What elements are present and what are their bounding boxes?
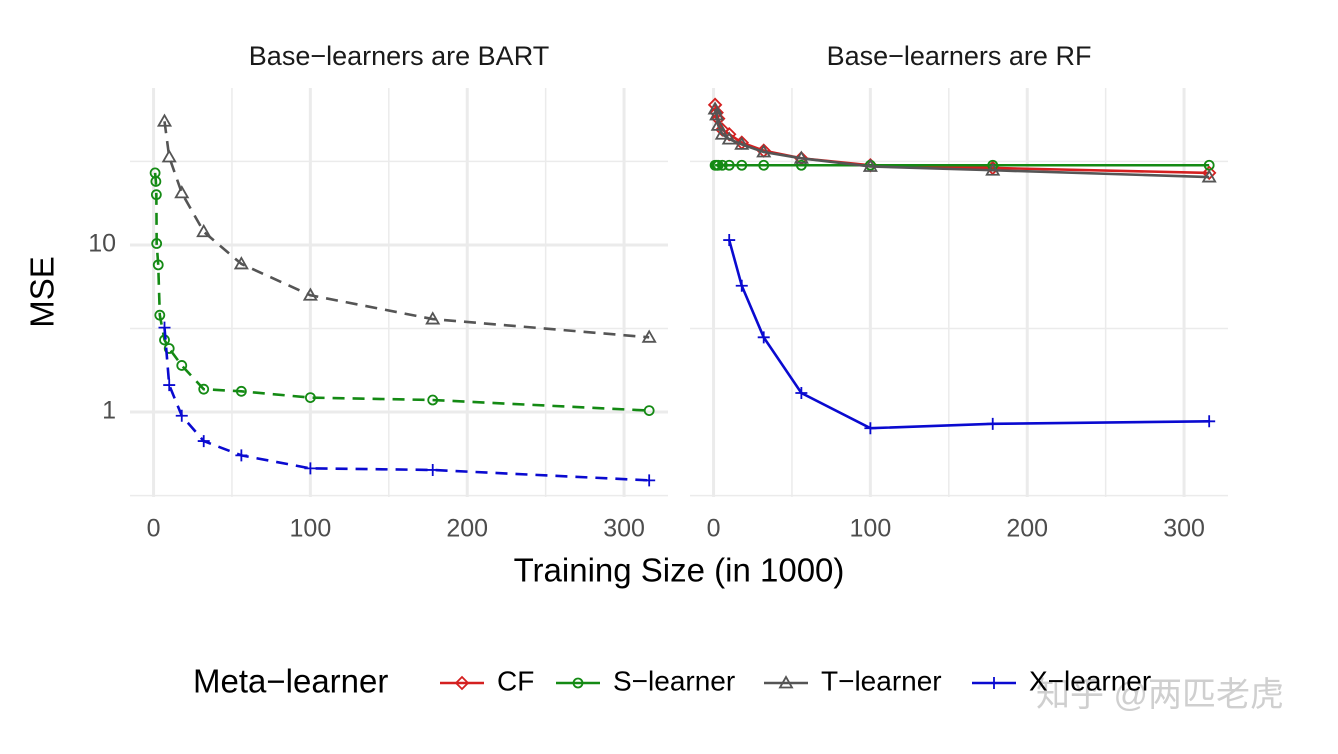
x-tick-label: 100	[850, 515, 892, 543]
marker	[716, 159, 728, 171]
marker	[151, 238, 163, 249]
marker	[154, 309, 166, 321]
marker	[304, 392, 316, 403]
marker	[864, 422, 877, 435]
marker	[756, 144, 772, 158]
marker	[152, 259, 164, 271]
marker	[174, 185, 190, 199]
marker	[302, 287, 318, 301]
series-line	[153, 172, 650, 412]
y-tick-label: 10	[88, 230, 116, 258]
marker	[158, 321, 171, 334]
marker	[176, 360, 188, 371]
marker	[793, 150, 809, 164]
marker	[150, 176, 162, 187]
marker	[862, 158, 878, 172]
marker	[425, 311, 441, 325]
marker	[156, 113, 173, 127]
marker	[736, 159, 748, 171]
marker	[721, 131, 737, 145]
legend-label: T−learner	[821, 665, 942, 696]
y-tick-label: 1	[102, 397, 116, 425]
marker	[709, 107, 725, 121]
marker	[723, 234, 736, 247]
marker	[643, 405, 655, 416]
legend-label: X−learner	[1029, 665, 1151, 696]
marker	[710, 117, 726, 131]
marker	[734, 136, 750, 150]
marker	[778, 675, 794, 689]
y-axis-label: MSE	[24, 256, 61, 328]
marker	[196, 223, 212, 238]
marker	[161, 149, 177, 163]
marker	[641, 329, 657, 343]
series-line	[163, 327, 650, 482]
marker	[427, 394, 439, 406]
x-tick-label: 200	[1006, 515, 1048, 543]
marker	[712, 159, 724, 171]
marker	[758, 159, 770, 171]
marker	[163, 343, 175, 354]
marker	[150, 189, 162, 201]
legend-title: Meta−learner	[193, 663, 388, 700]
marker	[197, 435, 210, 448]
marker	[1201, 169, 1217, 183]
x-tick-label: 200	[446, 515, 488, 543]
marker	[795, 386, 808, 399]
marker	[454, 675, 470, 691]
marker	[723, 159, 735, 171]
marker	[757, 331, 770, 344]
x-axis-label: Training Size (in 1000)	[514, 552, 845, 589]
marker	[1203, 415, 1216, 428]
marker	[986, 417, 999, 430]
x-tick-label: 300	[603, 515, 645, 543]
marker	[707, 101, 723, 115]
marker	[985, 162, 1001, 176]
marker	[795, 159, 807, 171]
marker	[198, 383, 210, 395]
marker	[426, 463, 439, 476]
panel-title: Base−learners are RF	[827, 41, 1092, 71]
panel-title: Base−learners are BART	[249, 41, 549, 71]
marker	[235, 449, 248, 462]
marker	[988, 677, 1000, 689]
watermark: 知乎 @两匹老虎	[1036, 676, 1284, 714]
x-tick-label: 0	[707, 515, 721, 543]
legend-label: CF	[497, 665, 534, 696]
marker	[235, 385, 247, 397]
marker	[714, 126, 730, 140]
x-tick-label: 100	[290, 515, 332, 543]
marker	[163, 379, 176, 392]
marker	[304, 462, 317, 475]
marker	[233, 256, 249, 270]
series-line	[163, 121, 650, 339]
x-tick-label: 0	[147, 515, 161, 543]
marker	[175, 409, 188, 422]
x-tick-label: 300	[1163, 515, 1205, 543]
marker	[735, 279, 748, 292]
legend-label: S−learner	[613, 665, 735, 696]
marker	[643, 474, 656, 487]
marker	[1201, 165, 1217, 181]
marker	[572, 677, 584, 689]
